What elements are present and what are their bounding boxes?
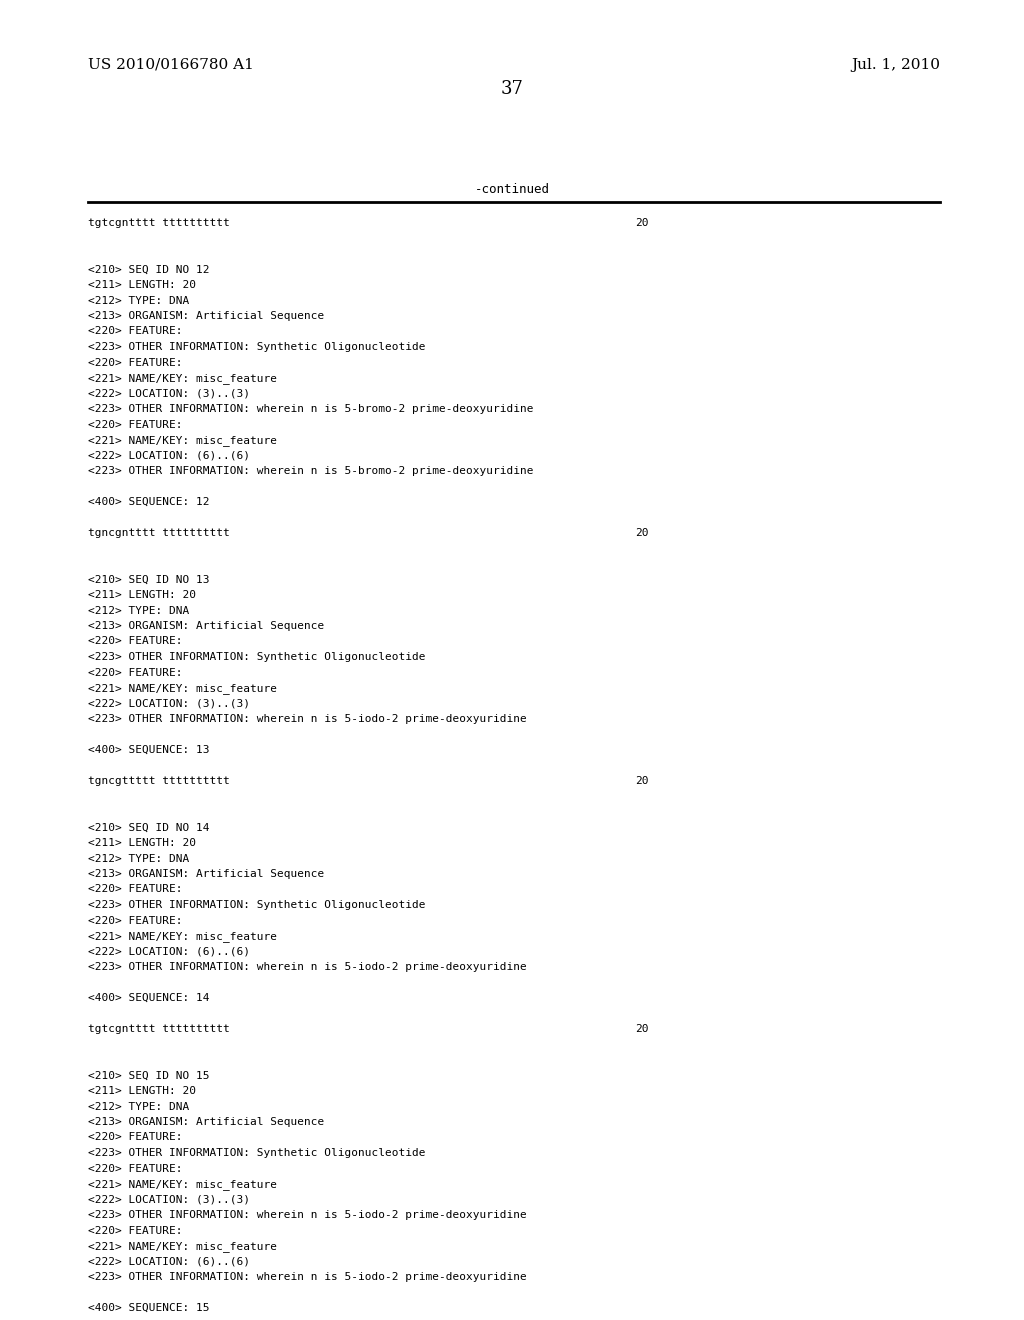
Text: <222> LOCATION: (6)..(6): <222> LOCATION: (6)..(6): [88, 1257, 250, 1266]
Text: <210> SEQ ID NO 12: <210> SEQ ID NO 12: [88, 264, 210, 275]
Text: <212> TYPE: DNA: <212> TYPE: DNA: [88, 606, 189, 615]
Text: <223> OTHER INFORMATION: wherein n is 5-iodo-2 prime-deoxyuridine: <223> OTHER INFORMATION: wherein n is 5-…: [88, 1210, 526, 1220]
Text: 20: 20: [635, 1024, 648, 1034]
Text: <223> OTHER INFORMATION: Synthetic Oligonucleotide: <223> OTHER INFORMATION: Synthetic Oligo…: [88, 652, 426, 663]
Text: <400> SEQUENCE: 13: <400> SEQUENCE: 13: [88, 744, 210, 755]
Text: <210> SEQ ID NO 13: <210> SEQ ID NO 13: [88, 574, 210, 585]
Text: <220> FEATURE:: <220> FEATURE:: [88, 420, 182, 429]
Text: <222> LOCATION: (6)..(6): <222> LOCATION: (6)..(6): [88, 450, 250, 461]
Text: <221> NAME/KEY: misc_feature: <221> NAME/KEY: misc_feature: [88, 1179, 278, 1189]
Text: <213> ORGANISM: Artificial Sequence: <213> ORGANISM: Artificial Sequence: [88, 312, 325, 321]
Text: <211> LENGTH: 20: <211> LENGTH: 20: [88, 590, 196, 601]
Text: <222> LOCATION: (3)..(3): <222> LOCATION: (3)..(3): [88, 698, 250, 709]
Text: <223> OTHER INFORMATION: wherein n is 5-iodo-2 prime-deoxyuridine: <223> OTHER INFORMATION: wherein n is 5-…: [88, 714, 526, 723]
Text: <213> ORGANISM: Artificial Sequence: <213> ORGANISM: Artificial Sequence: [88, 620, 325, 631]
Text: <211> LENGTH: 20: <211> LENGTH: 20: [88, 280, 196, 290]
Text: <400> SEQUENCE: 15: <400> SEQUENCE: 15: [88, 1303, 210, 1313]
Text: 20: 20: [635, 218, 648, 228]
Text: <220> FEATURE:: <220> FEATURE:: [88, 884, 182, 895]
Text: <212> TYPE: DNA: <212> TYPE: DNA: [88, 854, 189, 863]
Text: <213> ORGANISM: Artificial Sequence: <213> ORGANISM: Artificial Sequence: [88, 1117, 325, 1127]
Text: <220> FEATURE:: <220> FEATURE:: [88, 668, 182, 677]
Text: <223> OTHER INFORMATION: Synthetic Oligonucleotide: <223> OTHER INFORMATION: Synthetic Oligo…: [88, 1148, 426, 1158]
Text: <221> NAME/KEY: misc_feature: <221> NAME/KEY: misc_feature: [88, 374, 278, 384]
Text: tgtcgntttt tttttttttt: tgtcgntttt tttttttttt: [88, 1024, 229, 1034]
Text: <222> LOCATION: (6)..(6): <222> LOCATION: (6)..(6): [88, 946, 250, 957]
Text: <223> OTHER INFORMATION: wherein n is 5-bromo-2 prime-deoxyuridine: <223> OTHER INFORMATION: wherein n is 5-…: [88, 404, 534, 414]
Text: <220> FEATURE:: <220> FEATURE:: [88, 1133, 182, 1143]
Text: <221> NAME/KEY: misc_feature: <221> NAME/KEY: misc_feature: [88, 931, 278, 942]
Text: <221> NAME/KEY: misc_feature: <221> NAME/KEY: misc_feature: [88, 436, 278, 446]
Text: <223> OTHER INFORMATION: wherein n is 5-iodo-2 prime-deoxyuridine: <223> OTHER INFORMATION: wherein n is 5-…: [88, 962, 526, 972]
Text: <210> SEQ ID NO 14: <210> SEQ ID NO 14: [88, 822, 210, 833]
Text: tgncgntttt tttttttttt: tgncgntttt tttttttttt: [88, 528, 229, 539]
Text: <211> LENGTH: 20: <211> LENGTH: 20: [88, 838, 196, 847]
Text: <220> FEATURE:: <220> FEATURE:: [88, 1163, 182, 1173]
Text: <221> NAME/KEY: misc_feature: <221> NAME/KEY: misc_feature: [88, 682, 278, 694]
Text: 20: 20: [635, 528, 648, 539]
Text: <400> SEQUENCE: 12: <400> SEQUENCE: 12: [88, 498, 210, 507]
Text: <220> FEATURE:: <220> FEATURE:: [88, 1225, 182, 1236]
Text: 37: 37: [501, 81, 523, 98]
Text: <400> SEQUENCE: 14: <400> SEQUENCE: 14: [88, 993, 210, 1003]
Text: <222> LOCATION: (3)..(3): <222> LOCATION: (3)..(3): [88, 388, 250, 399]
Text: tgtcgntttt tttttttttt: tgtcgntttt tttttttttt: [88, 218, 229, 228]
Text: <210> SEQ ID NO 15: <210> SEQ ID NO 15: [88, 1071, 210, 1081]
Text: <220> FEATURE:: <220> FEATURE:: [88, 326, 182, 337]
Text: <223> OTHER INFORMATION: Synthetic Oligonucleotide: <223> OTHER INFORMATION: Synthetic Oligo…: [88, 342, 426, 352]
Text: <221> NAME/KEY: misc_feature: <221> NAME/KEY: misc_feature: [88, 1241, 278, 1251]
Text: tgncgttttt tttttttttt: tgncgttttt tttttttttt: [88, 776, 229, 785]
Text: 20: 20: [635, 776, 648, 785]
Text: <222> LOCATION: (3)..(3): <222> LOCATION: (3)..(3): [88, 1195, 250, 1204]
Text: <220> FEATURE:: <220> FEATURE:: [88, 916, 182, 925]
Text: <223> OTHER INFORMATION: wherein n is 5-bromo-2 prime-deoxyuridine: <223> OTHER INFORMATION: wherein n is 5-…: [88, 466, 534, 477]
Text: <220> FEATURE:: <220> FEATURE:: [88, 358, 182, 367]
Text: US 2010/0166780 A1: US 2010/0166780 A1: [88, 58, 254, 73]
Text: <223> OTHER INFORMATION: Synthetic Oligonucleotide: <223> OTHER INFORMATION: Synthetic Oligo…: [88, 900, 426, 909]
Text: <220> FEATURE:: <220> FEATURE:: [88, 636, 182, 647]
Text: <211> LENGTH: 20: <211> LENGTH: 20: [88, 1086, 196, 1096]
Text: <212> TYPE: DNA: <212> TYPE: DNA: [88, 296, 189, 305]
Text: <212> TYPE: DNA: <212> TYPE: DNA: [88, 1101, 189, 1111]
Text: Jul. 1, 2010: Jul. 1, 2010: [851, 58, 940, 73]
Text: <223> OTHER INFORMATION: wherein n is 5-iodo-2 prime-deoxyuridine: <223> OTHER INFORMATION: wherein n is 5-…: [88, 1272, 526, 1282]
Text: -continued: -continued: [474, 183, 550, 195]
Text: <213> ORGANISM: Artificial Sequence: <213> ORGANISM: Artificial Sequence: [88, 869, 325, 879]
